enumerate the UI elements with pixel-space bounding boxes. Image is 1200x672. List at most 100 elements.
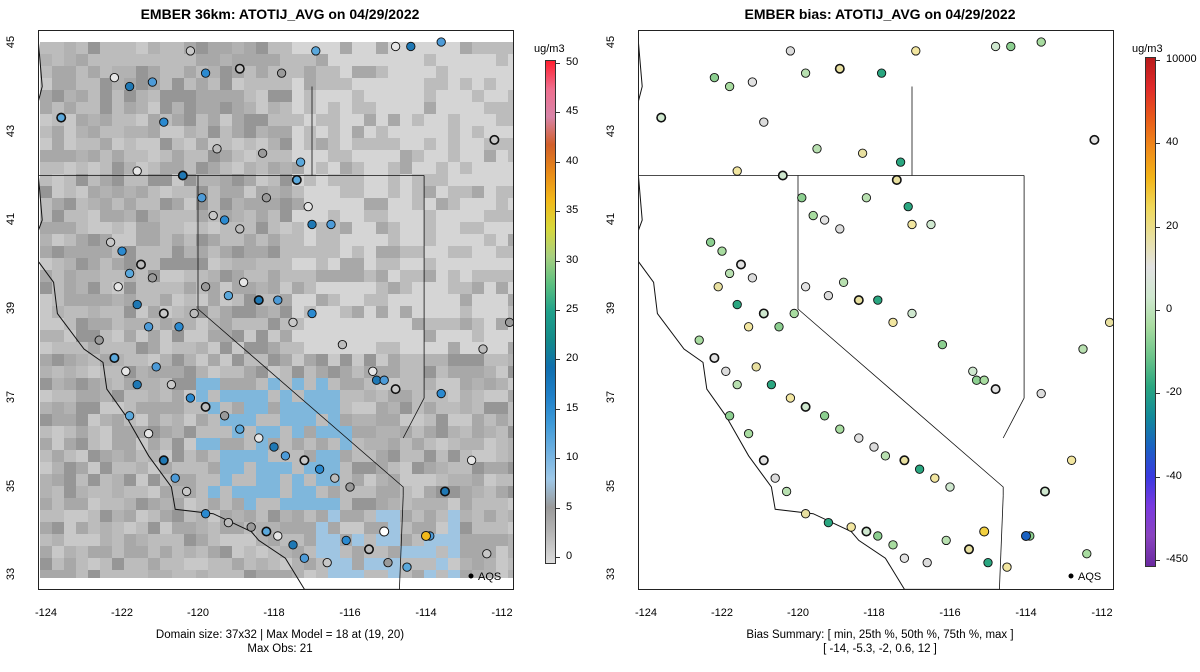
monitor-station: [721, 366, 731, 376]
grid-cell: [304, 330, 316, 342]
grid-cell: [232, 234, 244, 246]
grid-cell: [124, 186, 136, 198]
grid-cell: [388, 330, 400, 342]
grid-cell: [364, 66, 376, 78]
grid-cell: [268, 42, 280, 54]
grid-cell: [424, 486, 436, 498]
grid-cell: [88, 66, 100, 78]
grid-cell: [232, 246, 244, 258]
grid-cell: [496, 462, 508, 474]
grid-cell: [424, 114, 436, 126]
grid-cell: [388, 546, 400, 558]
grid-cell: [400, 450, 412, 462]
colorbar-tick: [1155, 60, 1160, 61]
grid-cell: [436, 246, 448, 258]
grid-cell: [88, 474, 100, 486]
grid-cell: [340, 174, 352, 186]
grid-cell: [484, 126, 496, 138]
grid-cell: [472, 354, 484, 366]
grid-cell: [244, 474, 256, 486]
grid-cell: [124, 462, 136, 474]
grid-cell: [232, 366, 244, 378]
monitor-station: [170, 473, 180, 483]
grid-cell: [316, 198, 328, 210]
grid-cell: [280, 354, 292, 366]
grid-cell: [64, 246, 76, 258]
x-tick-122: -122: [710, 607, 734, 619]
grid-cell: [64, 474, 76, 486]
grid-cell: [292, 306, 304, 318]
monitor-station: [311, 46, 321, 56]
grid-cell: [76, 174, 88, 186]
grid-cell: [172, 306, 184, 318]
grid-cell: [76, 114, 88, 126]
grid-cell: [496, 282, 508, 294]
grid-cell: [508, 162, 514, 174]
colorbar-tick: [1155, 476, 1160, 478]
grid-cell: [64, 546, 76, 558]
grid-cell: [172, 282, 184, 294]
grid-cell: [52, 426, 64, 438]
grid-cell: [328, 498, 340, 510]
model-colorbar: [545, 60, 556, 564]
grid-cell: [172, 78, 184, 90]
grid-cell: [412, 318, 424, 330]
grid-cell: [52, 450, 64, 462]
grid-cell: [328, 390, 340, 402]
grid-cell: [352, 222, 364, 234]
grid-cell: [172, 390, 184, 402]
grid-cell: [328, 246, 340, 258]
grid-cell: [352, 162, 364, 174]
grid-cell: [316, 102, 328, 114]
grid-cell: [232, 378, 244, 390]
grid-cell: [352, 366, 364, 378]
grid-cell: [64, 222, 76, 234]
monitor-station: [219, 215, 230, 225]
grid-cell: [256, 234, 268, 246]
grid-cell: [304, 102, 316, 114]
grid-cell: [424, 318, 436, 330]
grid-cell: [376, 270, 388, 282]
grid-cell: [100, 510, 112, 522]
grid-cell: [436, 366, 448, 378]
grid-cell: [88, 414, 100, 426]
monitor-station: [295, 157, 306, 167]
grid-cell: [316, 66, 328, 78]
grid-cell: [160, 426, 172, 438]
grid-cell: [412, 126, 424, 138]
grid-cell: [100, 474, 112, 486]
grid-cell: [160, 150, 172, 162]
grid-cell: [64, 450, 76, 462]
grid-cell: [352, 78, 364, 90]
grid-cell: [100, 174, 112, 186]
grid-cell: [124, 210, 136, 222]
grid-cell: [340, 330, 352, 342]
grid-cell: [220, 162, 232, 174]
grid-cell: [184, 366, 196, 378]
grid-cell: [256, 510, 268, 522]
grid-cell: [316, 330, 328, 342]
grid-cell: [184, 222, 196, 234]
grid-cell: [340, 90, 352, 102]
grid-cell: [460, 402, 472, 414]
grid-cell: [412, 558, 424, 570]
grid-cell: [412, 390, 424, 402]
grid-cell: [316, 510, 328, 522]
monitor-station: [379, 375, 389, 385]
monitor-station: [436, 37, 446, 47]
grid-cell: [340, 102, 352, 114]
grid-cell: [76, 534, 88, 546]
grid-cell: [304, 510, 316, 522]
grid-cell: [364, 294, 376, 306]
grid-cell: [400, 534, 412, 546]
grid-cell: [496, 318, 508, 330]
grid-cell: [328, 198, 340, 210]
colorbar-label: 45: [566, 105, 579, 118]
grid-cell: [196, 54, 208, 66]
grid-cell: [208, 390, 220, 402]
grid-cell: [208, 342, 220, 354]
grid-cell: [472, 234, 484, 246]
grid-cell: [340, 558, 352, 570]
grid-cell: [472, 198, 484, 210]
grid-cell: [424, 414, 436, 426]
